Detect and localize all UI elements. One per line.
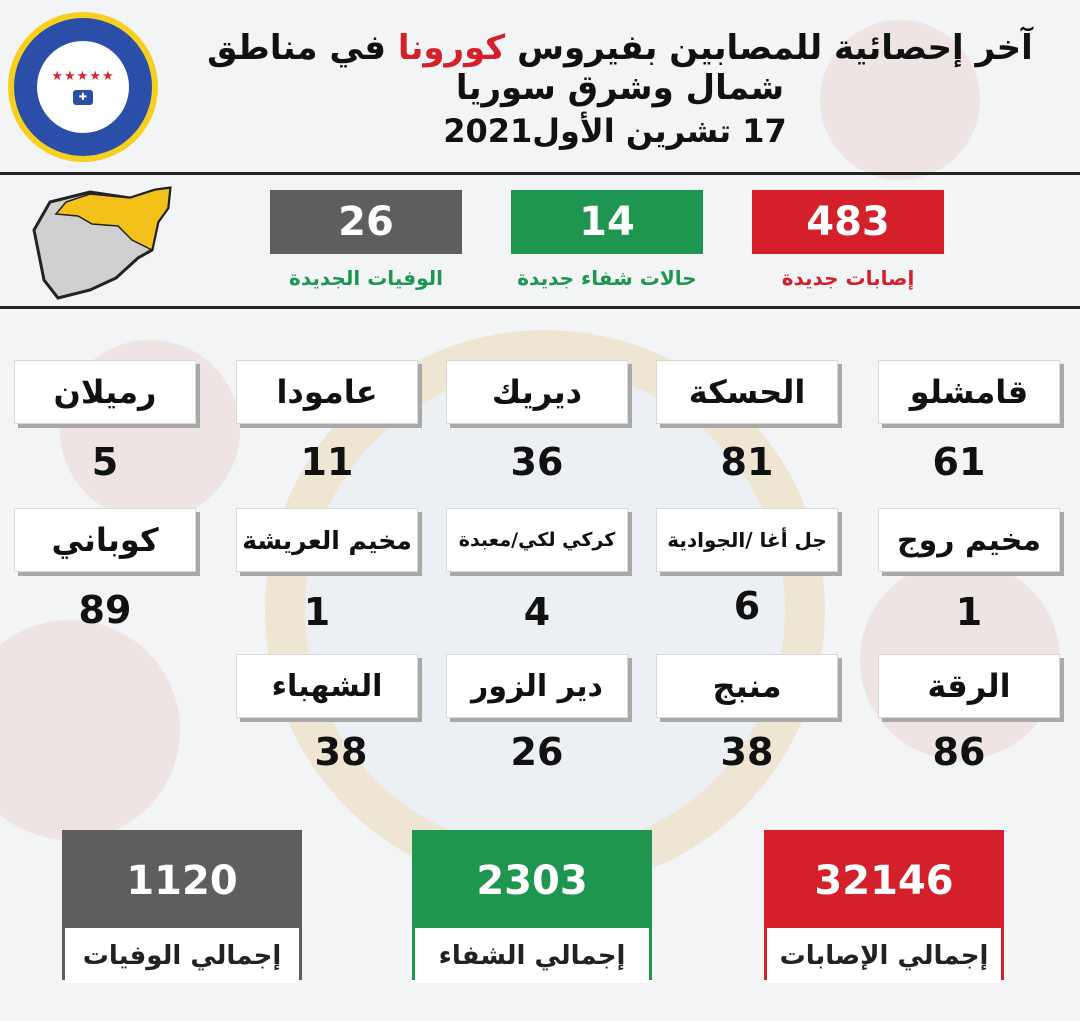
total-deaths-label: إجمالي الوفيات xyxy=(65,928,299,983)
region-card: دير الزور xyxy=(446,654,628,718)
total-deaths-value: 1120 xyxy=(65,833,299,928)
region-card: الحسكة xyxy=(656,360,838,424)
title-highlight: كورونا xyxy=(397,28,506,68)
region-card: جل أغا /الجوادية xyxy=(656,508,838,572)
new-recoveries-label: حالات شفاء جديدة xyxy=(517,266,697,290)
region-card: مخيم روج xyxy=(878,508,1060,572)
total-infections-label: إجمالي الإصابات xyxy=(767,928,1001,983)
star-icon: ★★★★★ xyxy=(51,69,115,84)
total-recoveries-label: إجمالي الشفاء xyxy=(415,928,649,983)
region-card: مخيم العريشة xyxy=(236,508,418,572)
region-card: الشهباء xyxy=(236,654,418,718)
region-name: رميلان xyxy=(53,373,157,411)
region-count: 38 xyxy=(720,730,774,774)
region-name: منبج xyxy=(712,667,782,705)
region-card: قامشلو xyxy=(878,360,1060,424)
region-count: 4 xyxy=(523,590,551,634)
region-name: الشهباء xyxy=(271,668,383,704)
region-name: كركي لكي/معبدة xyxy=(458,529,616,551)
region-count: 36 xyxy=(510,440,564,484)
region-count: 89 xyxy=(78,588,132,632)
region-name: الرقة xyxy=(927,667,1011,705)
region-name: دير الزور xyxy=(471,668,603,704)
divider xyxy=(0,172,1080,175)
region-card: منبج xyxy=(656,654,838,718)
region-count: 6 xyxy=(733,584,761,628)
region-count: 5 xyxy=(91,440,119,484)
health-authority-logo: ★★★★★ ✚ xyxy=(8,12,158,162)
region-card: عامودا xyxy=(236,360,418,424)
region-count: 61 xyxy=(932,440,986,484)
new-infections-box: 483 xyxy=(752,190,944,254)
new-recoveries-value: 14 xyxy=(579,199,635,245)
logo-center: ★★★★★ ✚ xyxy=(37,41,129,133)
title-text: في مناطق شمال وشرق سوريا xyxy=(207,28,785,108)
region-count: 38 xyxy=(314,730,368,774)
region-card: رميلان xyxy=(14,360,196,424)
new-deaths-box: 26 xyxy=(270,190,462,254)
new-infections-value: 483 xyxy=(806,199,890,245)
page-title: آخر إحصائية للمصابين بفيروس كورونا في من… xyxy=(170,28,1070,108)
background-virus-shape xyxy=(820,20,980,180)
logo-badge: ✚ xyxy=(72,90,94,105)
region-name: مخيم روج xyxy=(897,522,1041,558)
region-count: 81 xyxy=(720,440,774,484)
new-deaths-value: 26 xyxy=(338,199,394,245)
region-count: 11 xyxy=(300,440,354,484)
divider xyxy=(0,306,1080,309)
region-card: الرقة xyxy=(878,654,1060,718)
region-name: عامودا xyxy=(276,373,378,411)
region-count: 86 xyxy=(932,730,986,774)
region-count: 1 xyxy=(955,590,983,634)
region-card: كركي لكي/معبدة xyxy=(446,508,628,572)
region-card: ديريك xyxy=(446,360,628,424)
region-count: 26 xyxy=(510,730,564,774)
title-text: آخر إحصائية للمصابين بفيروس xyxy=(517,28,1033,68)
region-count: 1 xyxy=(303,590,331,634)
total-recoveries-card: 2303 إجمالي الشفاء xyxy=(412,830,652,983)
region-name: مخيم العريشة xyxy=(242,525,412,555)
region-card: كوباني xyxy=(14,508,196,572)
region-name: ديريك xyxy=(491,373,583,411)
background-virus-shape xyxy=(0,620,180,840)
total-deaths-card: 1120 إجمالي الوفيات xyxy=(62,830,302,983)
region-name: الحسكة xyxy=(688,373,806,411)
total-infections-value: 32146 xyxy=(767,833,1001,928)
new-deaths-label: الوفيات الجديدة xyxy=(289,266,443,290)
report-date: 17 تشرين الأول2021 xyxy=(443,112,787,150)
region-name: جل أغا /الجوادية xyxy=(667,528,827,552)
new-recoveries-box: 14 xyxy=(511,190,703,254)
total-infections-card: 32146 إجمالي الإصابات xyxy=(764,830,1004,983)
region-name: كوباني xyxy=(51,521,159,559)
region-name: قامشلو xyxy=(909,373,1029,411)
total-recoveries-value: 2303 xyxy=(415,833,649,928)
new-infections-label: إصابات جديدة xyxy=(781,266,915,290)
syria-map-icon xyxy=(32,186,172,300)
